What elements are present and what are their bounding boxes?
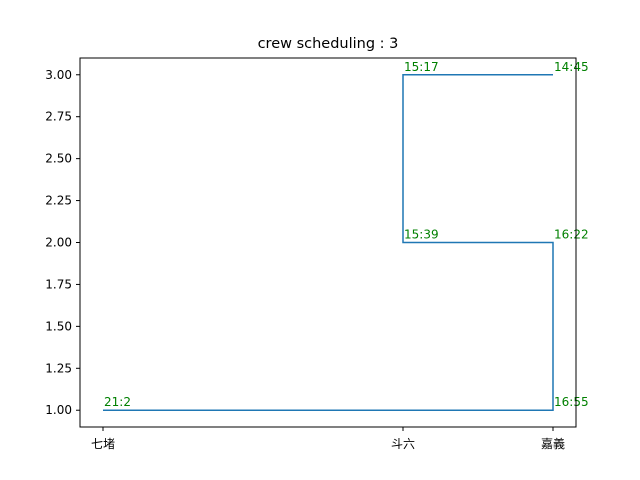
x-tick-label: 七堵 xyxy=(91,437,115,451)
y-tick-label: 2.75 xyxy=(45,110,72,124)
chart-title: crew scheduling : 3 xyxy=(258,36,399,52)
data-label: 21:2 xyxy=(104,395,131,409)
data-label: 15:17 xyxy=(404,60,439,74)
y-tick-label: 1.50 xyxy=(45,319,72,333)
data-labels-layer: 21:2 16:55 16:22 15:39 15:17 14:45 xyxy=(104,60,589,409)
y-tick-label: 2.50 xyxy=(45,152,72,166)
data-label: 16:22 xyxy=(554,228,589,242)
y-tick-label: 1.75 xyxy=(45,277,72,291)
y-tick-label: 1.00 xyxy=(45,403,72,417)
x-tick-label: 斗六 xyxy=(391,437,415,451)
data-label: 14:45 xyxy=(554,60,589,74)
y-tick-label: 2.00 xyxy=(45,236,72,250)
y-tick-label: 2.25 xyxy=(45,194,72,208)
y-tick-label: 3.00 xyxy=(45,68,72,82)
series-layer xyxy=(103,74,554,411)
data-label: 15:39 xyxy=(404,228,439,242)
series-line xyxy=(103,74,554,411)
y-tick-label: 1.25 xyxy=(45,361,72,375)
data-label: 16:55 xyxy=(554,395,589,409)
x-tick-label: 嘉義 xyxy=(541,436,565,451)
y-axis: 1.00 1.25 1.50 1.75 2.00 2.25 2.50 2.75 3.00 xyxy=(45,68,80,417)
x-axis: 七堵 斗六 嘉義 xyxy=(91,427,565,451)
